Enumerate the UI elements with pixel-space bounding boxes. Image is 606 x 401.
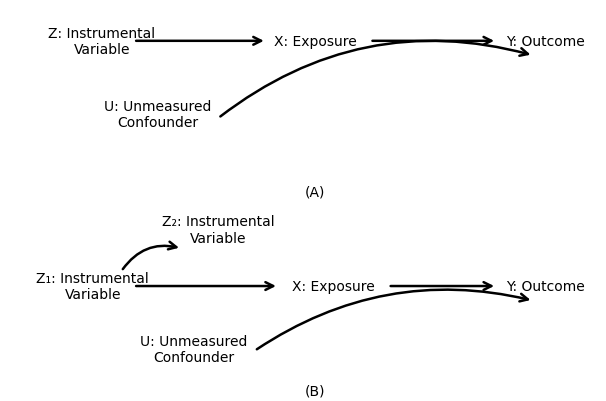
Text: X: Exposure: X: Exposure	[292, 279, 375, 293]
Text: Z₂: Instrumental
Variable: Z₂: Instrumental Variable	[162, 215, 275, 245]
Text: (A): (A)	[305, 185, 325, 199]
Text: Y: Outcome: Y: Outcome	[506, 35, 585, 49]
Text: Y: Outcome: Y: Outcome	[506, 279, 585, 293]
Text: X: Exposure: X: Exposure	[274, 35, 356, 49]
Text: Z₁: Instrumental
Variable: Z₁: Instrumental Variable	[36, 271, 149, 302]
Text: Z: Instrumental
Variable: Z: Instrumental Variable	[48, 26, 156, 57]
Text: (B): (B)	[305, 384, 325, 397]
Text: U: Unmeasured
Confounder: U: Unmeasured Confounder	[104, 99, 211, 130]
Text: U: Unmeasured
Confounder: U: Unmeasured Confounder	[140, 334, 248, 364]
